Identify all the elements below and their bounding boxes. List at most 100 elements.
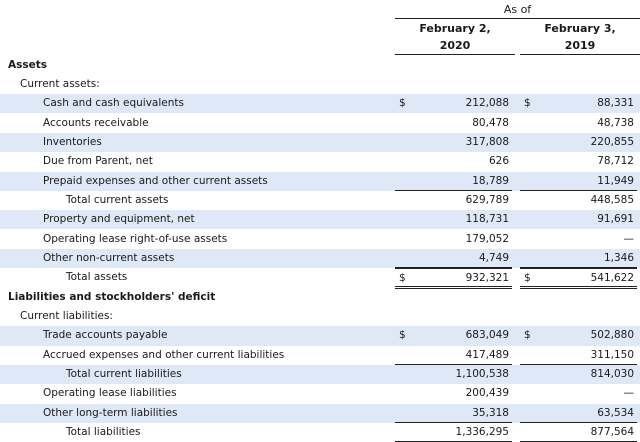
table-row: Property and equipment, net 118,731 91,691 <box>0 210 640 230</box>
value-2020: 4,749 <box>478 252 509 264</box>
row-label: Property and equipment, net <box>43 213 195 226</box>
value-2020-cell: $932,321 <box>395 268 512 290</box>
value-2020: 317,808 <box>465 135 509 148</box>
value-2020: 80,478 <box>472 116 509 129</box>
row-label: Trade accounts payable <box>43 329 168 342</box>
value-2019: 91,691 <box>597 213 634 226</box>
header-col-2020-line2: 2020 <box>439 39 471 52</box>
value-2020-cell: $212,088 <box>395 94 512 112</box>
value-2019-cell: $502,880 <box>520 326 637 344</box>
value-2020-cell: 35,318 <box>395 404 512 423</box>
row-label: Total current assets <box>66 193 169 206</box>
header-as-of: As of <box>395 2 640 19</box>
value-2019-cell: 877,564 <box>520 423 637 442</box>
value-2020-cell: 4,749 <box>395 249 512 268</box>
value-2019: 814,030 <box>590 368 634 381</box>
value-2020: 1,336,295 <box>455 426 509 439</box>
value-2020-cell: 1,336,295 <box>395 423 512 442</box>
value-2019-cell: 63,534 <box>520 404 637 423</box>
value-2019-cell: 78,712 <box>520 152 637 170</box>
row-label: Current liabilities: <box>20 310 113 323</box>
table-row: Due from Parent, net 626 78,712 <box>0 152 640 171</box>
table-row: Other non-current assets 4,749 1,346 <box>0 249 640 269</box>
value-2019-cell: 48,738 <box>520 114 637 132</box>
header-col-2019-line2: 2019 <box>564 39 596 52</box>
value-2020-cell: 317,808 <box>395 133 512 151</box>
row-label: Cash and cash equivalents <box>43 97 184 110</box>
row-label: Assets <box>8 58 48 71</box>
table-row: Assets <box>0 56 640 75</box>
table-row: Total current assets 629,789 448,585 <box>0 191 640 210</box>
value-2019: 11,949 <box>597 174 634 187</box>
table-row: Liabilities and stockholders' deficit <box>0 288 640 307</box>
header-col-2019: February 3, 2019 <box>520 20 640 55</box>
value-2020: 417,489 <box>465 348 509 361</box>
table-row: Current assets: <box>0 75 640 94</box>
table-row: Other long-term liabilities 35,318 63,534 <box>0 403 640 423</box>
value-2020: 35,318 <box>472 406 509 419</box>
row-label: Accounts receivable <box>43 116 149 129</box>
table-row: Operating lease right-of-use assets 179,0… <box>0 230 640 249</box>
value-2019: 88,331 <box>597 97 634 110</box>
value-2019: 311,150 <box>590 348 634 361</box>
value-2020: 118,731 <box>465 213 509 226</box>
header-col-2020-line1: February 2, <box>419 22 491 35</box>
value-2020-cell: 118,731 <box>395 210 512 228</box>
value-2019-cell: 91,691 <box>520 210 637 228</box>
value-2019: 78,712 <box>597 155 634 168</box>
currency-symbol: $ <box>524 97 531 110</box>
row-label: Total liabilities <box>66 426 141 439</box>
row-label: Accrued expenses and other current liabi… <box>43 348 285 361</box>
table-row: Accounts receivable 80,478 48,738 <box>0 114 640 133</box>
value-2019: 63,534 <box>597 406 634 419</box>
table-row: Trade accounts payable $683,049 $502,880 <box>0 326 640 346</box>
currency-symbol: $ <box>524 329 531 342</box>
value-2019: 541,622 <box>590 272 634 285</box>
value-2020: 18,789 <box>472 174 509 187</box>
value-2019-cell: 814,030 <box>520 365 637 383</box>
row-label: Prepaid expenses and other current asset… <box>43 174 268 187</box>
value-2020-cell: 1,100,538 <box>395 365 512 383</box>
value-2019: 877,564 <box>590 426 634 439</box>
value-2019: 502,880 <box>590 329 634 342</box>
value-2019: 48,738 <box>597 116 634 129</box>
currency-symbol: $ <box>399 329 406 342</box>
row-label: Other long-term liabilities <box>43 406 178 419</box>
value-2020-cell: $683,049 <box>395 326 512 344</box>
value-2020: 179,052 <box>465 232 509 245</box>
value-2020: 932,321 <box>465 272 509 285</box>
table-row: Operating lease liabilities 200,439 — <box>0 384 640 403</box>
table-row: Total current liabilities 1,100,538 814,03… <box>0 365 640 385</box>
value-2020: 212,088 <box>465 97 509 110</box>
value-2020-cell: 179,052 <box>395 230 512 248</box>
value-2019-cell: 448,585 <box>520 191 637 209</box>
value-2020-cell: 200,439 <box>395 384 512 402</box>
table-row: Inventories 317,808 220,855 <box>0 132 640 153</box>
row-label: Operating lease liabilities <box>43 387 177 400</box>
value-2019: 220,855 <box>590 135 634 148</box>
value-2020-cell: 626 <box>395 152 512 170</box>
value-2019-cell: $541,622 <box>520 268 637 290</box>
table-row: Total liabilities 1,336,295 877,564 <box>0 423 640 442</box>
value-2020: 683,049 <box>465 329 509 342</box>
currency-symbol: $ <box>399 97 406 110</box>
table-row: Current liabilities: <box>0 307 640 326</box>
value-2020-cell: 629,789 <box>395 191 512 209</box>
table-row: Prepaid expenses and other current asset… <box>0 171 640 191</box>
row-label: Total current liabilities <box>66 368 182 381</box>
header-col-2020: February 2, 2020 <box>395 20 515 55</box>
row-label: Liabilities and stockholders' deficit <box>8 290 216 303</box>
value-2020: 629,789 <box>465 193 509 206</box>
value-2019-cell: 11,949 <box>520 172 637 191</box>
value-2019: 1,346 <box>603 252 634 264</box>
value-2020: 1,100,538 <box>455 368 509 381</box>
row-label: Operating lease right-of-use assets <box>43 232 228 245</box>
currency-symbol: $ <box>524 272 531 285</box>
value-2019-cell: — <box>520 384 637 402</box>
row-label: Current assets: <box>20 77 100 90</box>
row-label: Total assets <box>66 271 128 284</box>
table-row: Cash and cash equivalents $212,088 $88,331 <box>0 94 640 114</box>
value-2020: 626 <box>488 155 509 168</box>
currency-symbol: $ <box>399 272 406 285</box>
value-2020: 200,439 <box>465 387 509 400</box>
